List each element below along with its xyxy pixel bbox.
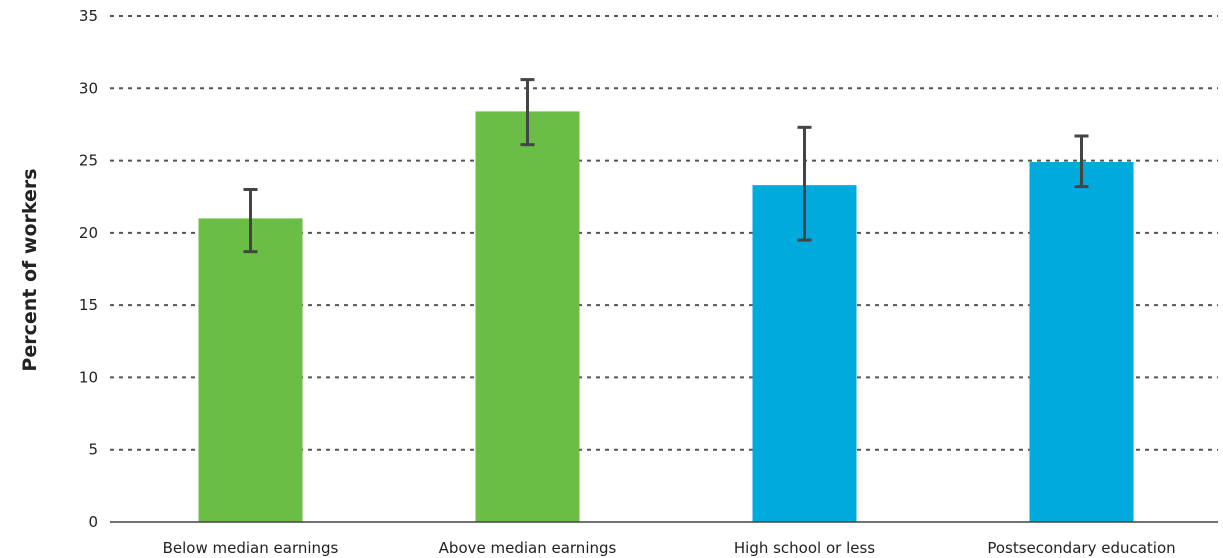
- bar: [475, 111, 580, 522]
- y-axis-title: Percent of workers: [19, 168, 41, 371]
- y-tick-label: 0: [88, 513, 98, 531]
- x-tick-label: Below median earnings: [163, 539, 339, 557]
- y-tick-label: 35: [79, 7, 98, 25]
- y-tick-label: 20: [79, 224, 98, 242]
- y-tick-label: 25: [79, 152, 98, 170]
- x-tick-label: High school or less: [734, 539, 875, 557]
- x-tick-label: Postsecondary education: [987, 539, 1175, 557]
- y-tick-label: 5: [88, 441, 98, 459]
- bar: [198, 218, 303, 522]
- y-tick-label: 10: [79, 368, 98, 386]
- x-tick-label: Above median earnings: [439, 539, 617, 557]
- error-bars: [243, 78, 1089, 254]
- y-tick-label: 15: [79, 296, 98, 314]
- bar: [1029, 162, 1134, 522]
- bars: [198, 111, 1134, 523]
- y-tick-label: 30: [79, 79, 98, 97]
- labels: 0 5 10 15 20 25 30 35 Below median earnings Above…: [79, 7, 1176, 557]
